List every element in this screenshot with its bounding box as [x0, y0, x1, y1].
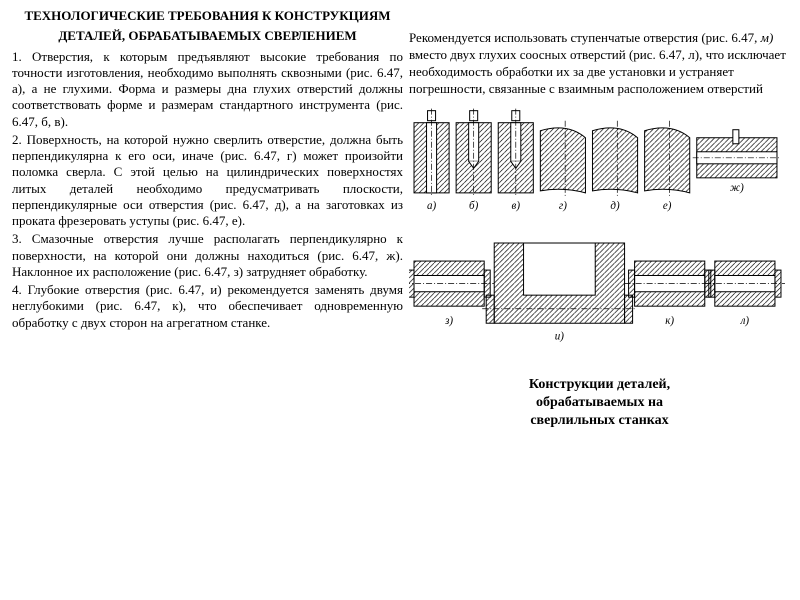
right-text-c: вместо двух глухих соосных отверстий (ри… — [409, 47, 786, 96]
para-3: 3. Смазочные отверстия лучше располагать… — [12, 231, 403, 280]
right-text-a: Рекомендуется использовать ступенчатые о… — [409, 30, 761, 45]
para-1: 1. Отверстия, к которым предъявляют высо… — [12, 49, 403, 130]
svg-text:л): л) — [740, 315, 750, 327]
right-text-italic: м) — [761, 30, 774, 45]
title-line-2: ДЕТАЛЕЙ, ОБРАБАТЫВАЕМЫХ СВЕРЛЕНИЕМ — [12, 28, 403, 44]
figure-caption: Конструкции деталей, обрабатываемых на с… — [409, 376, 790, 431]
svg-text:г): г) — [559, 199, 567, 211]
svg-text:е): е) — [663, 199, 672, 211]
svg-text:з): з) — [444, 315, 453, 327]
caption-line-2: обрабатываемых на — [409, 394, 790, 412]
right-paragraph: Рекомендуется использовать ступенчатые о… — [409, 30, 790, 98]
svg-text:к): к) — [665, 315, 674, 327]
title-line-1: ТЕХНОЛОГИЧЕСКИЕ ТРЕБОВАНИЯ К КОНСТРУКЦИЯ… — [12, 8, 403, 24]
figure-6-47: а) б) в) г) д) е) ж) з) и) к) л) — [409, 108, 790, 368]
para-2: 2. Поверхность, на которой нужно сверлит… — [12, 132, 403, 230]
svg-text:а): а) — [427, 199, 437, 211]
caption-line-3: сверлильных станках — [409, 412, 790, 430]
para-4: 4. Глубокие отверстия (рис. 6.47, и) рек… — [12, 282, 403, 331]
svg-text:и): и) — [555, 330, 565, 342]
right-column: Рекомендуется использовать ступенчатые о… — [405, 0, 800, 600]
svg-text:ж): ж) — [730, 181, 744, 193]
svg-text:д): д) — [610, 199, 620, 211]
page-root: ТЕХНОЛОГИЧЕСКИЕ ТРЕБОВАНИЯ К КОНСТРУКЦИЯ… — [0, 0, 800, 600]
left-column: ТЕХНОЛОГИЧЕСКИЕ ТРЕБОВАНИЯ К КОНСТРУКЦИЯ… — [0, 0, 405, 600]
svg-text:в): в) — [512, 199, 521, 211]
svg-text:б): б) — [469, 199, 479, 211]
caption-line-1: Конструкции деталей, — [409, 376, 790, 394]
